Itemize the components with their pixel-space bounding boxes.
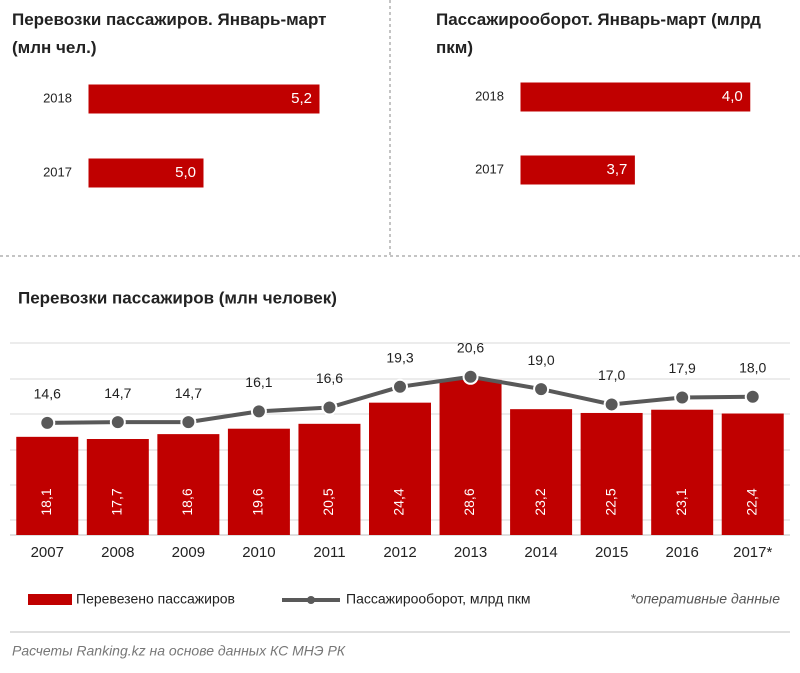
- legend-swatch: [307, 596, 315, 604]
- x-tick-label: 2016: [665, 544, 698, 561]
- bar: [721, 413, 784, 535]
- y-tick-label: 2018: [475, 88, 504, 103]
- value-label: 14,6: [34, 386, 61, 402]
- value-label: 22,5: [602, 488, 618, 515]
- chart-title: Перевозки пассажиров (млн человек): [18, 288, 337, 307]
- value-label: 16,6: [316, 370, 343, 386]
- bar: [519, 154, 636, 186]
- marker: [674, 389, 691, 406]
- value-label: 18,6: [179, 488, 195, 515]
- x-tick-label: 2015: [595, 544, 628, 561]
- marker: [533, 381, 550, 398]
- bar: [651, 409, 714, 535]
- value-label: 24,4: [391, 488, 407, 515]
- marker: [462, 368, 479, 385]
- value-label: 18,0: [739, 359, 766, 375]
- value-label: 14,7: [104, 385, 131, 401]
- bar: [86, 439, 149, 535]
- bar: [580, 412, 643, 535]
- source: Расчеты Ranking.kz на основе данных КС М…: [12, 643, 346, 659]
- value-label: 16,1: [245, 374, 272, 390]
- bar: [439, 379, 502, 535]
- marker: [321, 399, 338, 416]
- marker: [180, 414, 197, 431]
- value-label: 5,2: [291, 90, 312, 107]
- marker: [603, 396, 620, 413]
- bar: [369, 402, 431, 535]
- note: *оперативные данные: [630, 591, 780, 607]
- chart-title: Перевозки пассажиров. Январь-март (млн ч…: [12, 10, 327, 57]
- y-tick-label: 2017: [43, 164, 72, 179]
- value-label: 23,1: [673, 488, 689, 515]
- value-label: 19,6: [250, 488, 266, 515]
- value-label: 19,0: [527, 352, 554, 368]
- y-tick-label: 2018: [43, 90, 72, 105]
- bar: [87, 157, 205, 189]
- bar: [227, 428, 290, 535]
- x-tick-label: 2013: [454, 544, 487, 561]
- value-label: 4,0: [722, 88, 743, 105]
- value-label: 17,7: [109, 488, 125, 515]
- x-tick-label: 2007: [31, 544, 64, 561]
- chart-title: Пассажирооборот. Январь-март (млрд пкм): [436, 10, 761, 57]
- value-label: 17,0: [598, 367, 625, 383]
- value-label: 19,3: [386, 349, 413, 365]
- value-label: 5,0: [175, 164, 196, 181]
- x-tick-label: 2008: [101, 544, 134, 561]
- value-label: 28,6: [461, 488, 477, 515]
- value-label: 14,7: [175, 385, 202, 401]
- legend-label: Перевезено пассажиров: [76, 591, 235, 607]
- y-tick-label: 2017: [475, 161, 504, 176]
- x-tick-label: 2011: [313, 544, 345, 561]
- legend-swatch: [28, 594, 72, 605]
- bar: [87, 83, 321, 115]
- marker: [39, 414, 56, 431]
- x-tick-label: 2010: [242, 544, 275, 561]
- value-label: 20,5: [320, 488, 336, 515]
- marker: [392, 378, 408, 395]
- value-label: 3,7: [607, 161, 628, 178]
- bar: [510, 409, 573, 535]
- value-label: 23,2: [532, 488, 548, 515]
- marker: [744, 388, 761, 405]
- legend-label: Пассажирооборот, млрд пкм: [346, 591, 531, 607]
- bar: [519, 81, 752, 113]
- bar: [16, 436, 79, 535]
- x-tick-label: 2014: [524, 544, 557, 561]
- value-label: 20,6: [457, 339, 484, 355]
- value-label: 17,9: [669, 360, 696, 376]
- marker: [109, 414, 126, 431]
- value-label: 18,1: [38, 488, 54, 515]
- x-tick-label: 2012: [383, 544, 416, 561]
- bar: [298, 423, 361, 535]
- marker: [250, 403, 267, 420]
- value-label: 22,4: [743, 488, 759, 515]
- x-tick-label: 2009: [172, 544, 205, 561]
- bar: [157, 434, 220, 535]
- x-tick-label: 2017*: [733, 544, 772, 561]
